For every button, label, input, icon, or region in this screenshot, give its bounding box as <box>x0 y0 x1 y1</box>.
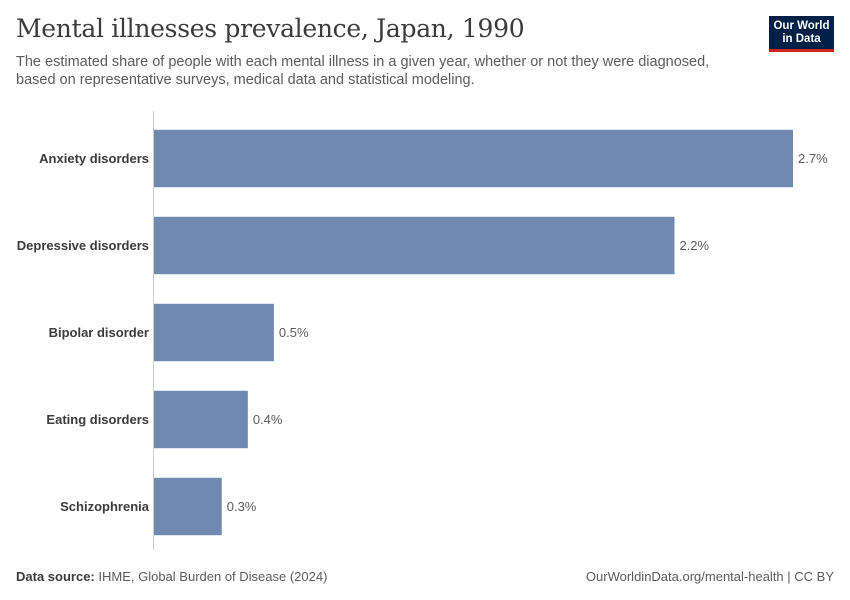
bar[interactable] <box>154 303 274 362</box>
data-source: Data source: IHME, Global Burden of Dise… <box>16 569 327 584</box>
logo-line-2: in Data <box>782 32 821 45</box>
bars-group: Anxiety disorders 2.7% Depressive disorder… <box>17 129 828 536</box>
chart-title: Mental illnesses prevalence, Japan, 1990 <box>16 14 525 43</box>
bar[interactable] <box>154 477 222 536</box>
category-label: Bipolar disorder <box>49 325 149 340</box>
value-label: 0.4% <box>253 412 283 427</box>
data-source-label: Data source: <box>16 569 95 584</box>
chart-subtitle: The estimated share of people with each … <box>16 54 710 88</box>
category-label: Schizophrenia <box>60 499 150 514</box>
owid-logo[interactable]: Our World in Data <box>769 16 834 52</box>
bar[interactable] <box>154 216 675 275</box>
value-label: 0.5% <box>279 325 309 340</box>
category-label: Anxiety disorders <box>39 151 149 166</box>
category-label: Depressive disorders <box>17 238 149 253</box>
data-source-text[interactable]: IHME, Global Burden of Disease (2024) <box>98 569 328 584</box>
value-label: 2.2% <box>679 238 709 253</box>
value-label: 2.7% <box>798 151 828 166</box>
bar[interactable] <box>154 129 793 188</box>
bar[interactable] <box>154 390 248 449</box>
logo-line-1: Our World <box>773 19 830 32</box>
category-label: Eating disorders <box>46 412 149 427</box>
value-label: 0.3% <box>227 499 257 514</box>
footer-url-license[interactable]: OurWorldinData.org/mental-health | CC BY <box>585 569 834 584</box>
